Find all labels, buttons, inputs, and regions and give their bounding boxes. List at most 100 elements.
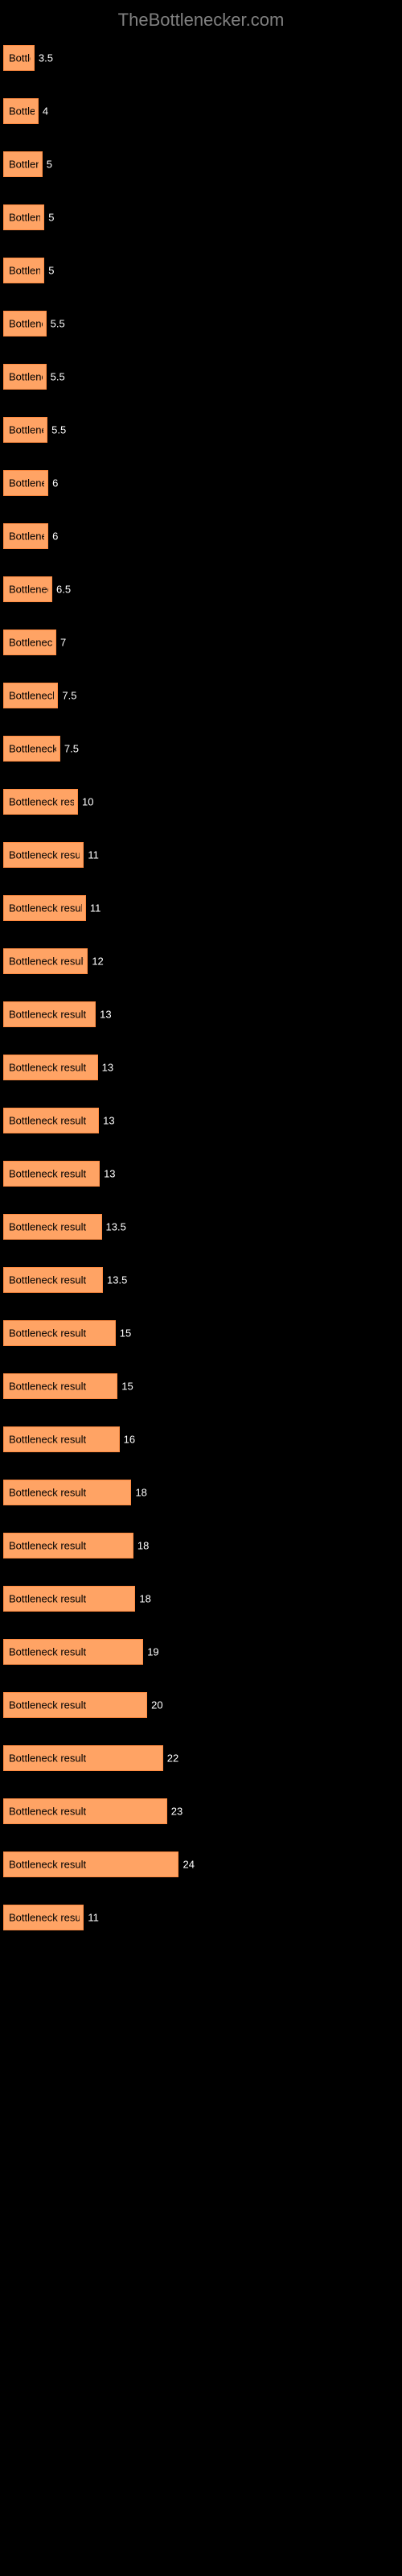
bar-text: Bottleneck result bbox=[9, 743, 56, 755]
bar-value: 23 bbox=[171, 1806, 183, 1818]
bar-row: Bottleneck result11 bbox=[3, 895, 399, 921]
bar-text: Bottleneck result bbox=[9, 584, 48, 596]
bar-text: Bottleneck result bbox=[9, 1806, 86, 1818]
bar-value: 7 bbox=[60, 637, 66, 649]
chart-container: Bottleneck result 3.5 Bottleneck result4 Bo… bbox=[0, 45, 402, 1930]
bar: Bottleneck result11 bbox=[3, 895, 86, 921]
bar-row: Bottleneck result13 bbox=[3, 1001, 399, 1027]
bar-value: 5.5 bbox=[51, 424, 66, 436]
bar-row: Bottleneck result 7 bbox=[3, 630, 399, 655]
bar-text: Bottleneck result bbox=[9, 1168, 86, 1180]
bar-value: 5.5 bbox=[51, 371, 65, 383]
bar-row: Bottleneck result 13 bbox=[3, 1108, 399, 1133]
bar-text: Bottleneck result bbox=[9, 637, 52, 649]
bar: Bottleneck result5.5 bbox=[3, 364, 47, 390]
bar-wrapper: Bottleneck result18 bbox=[3, 1586, 399, 1612]
bar: Bottleneck result12 bbox=[3, 948, 88, 974]
bar-wrapper: Bottleneck result13.5 bbox=[3, 1214, 399, 1240]
bar: Bottleneck result20 bbox=[3, 1692, 147, 1718]
bar: Bottleneck result7 bbox=[3, 630, 56, 655]
bar-text: Bottleneck result bbox=[9, 530, 44, 543]
bar: Bottleneck result5 bbox=[3, 151, 43, 177]
bar-text: Bottleneck result bbox=[9, 1699, 86, 1711]
bar-text: Bottleneck result bbox=[9, 318, 43, 330]
bar-wrapper: Bottleneck result22 bbox=[3, 1745, 399, 1771]
bar-row: Bottleneck result7.5 bbox=[3, 683, 399, 708]
bar-value: 13.5 bbox=[107, 1274, 127, 1286]
bar-row: Bottleneck result 3.5 bbox=[3, 45, 399, 71]
bar-value: 3.5 bbox=[39, 52, 53, 64]
bar-wrapper: Bottleneck result15 bbox=[3, 1320, 399, 1346]
bar-text: Bottleneck result bbox=[9, 424, 43, 436]
bar: Bottleneck result5 bbox=[3, 258, 44, 283]
bar-value: 11 bbox=[88, 849, 99, 861]
bar-row: Bottleneck result 15 bbox=[3, 1373, 399, 1399]
bar-row: Bottleneck result5 bbox=[3, 258, 399, 283]
bar: Bottleneck result11 bbox=[3, 842, 84, 868]
bar-row: Bottleneck result 6 bbox=[3, 470, 399, 496]
bar-text: Bottleneck result bbox=[9, 1381, 86, 1393]
bar-row: Bottleneck result18 bbox=[3, 1586, 399, 1612]
bar-text: Bottleneck result bbox=[9, 956, 84, 968]
bar-value: 13 bbox=[103, 1115, 114, 1127]
bar-wrapper: Bottleneck result 5.5 bbox=[3, 364, 399, 390]
bar-value: 11 bbox=[88, 1912, 99, 1924]
bar-value: 15 bbox=[121, 1381, 133, 1393]
bar-value: 6 bbox=[52, 477, 58, 489]
bar-row: Bottleneck result18 bbox=[3, 1533, 399, 1558]
bar-wrapper: Bottleneck result 23 bbox=[3, 1798, 399, 1824]
bar-wrapper: Bottleneck result 13.5 bbox=[3, 1267, 399, 1293]
bar: Bottleneck result13 bbox=[3, 1055, 98, 1080]
bar-value: 5 bbox=[48, 212, 54, 224]
bar: Bottleneck result18 bbox=[3, 1586, 135, 1612]
bar-value: 13 bbox=[102, 1062, 113, 1074]
bar: Bottleneck result18 bbox=[3, 1533, 133, 1558]
bar-value: 11 bbox=[90, 902, 101, 914]
bar-text: Bottleneck result bbox=[9, 1115, 86, 1127]
bar: Bottleneck result19 bbox=[3, 1639, 143, 1665]
page-header: TheBottlenecker.com bbox=[0, 0, 402, 40]
bar-row: Bottleneck result5 bbox=[3, 204, 399, 230]
bar-value: 15 bbox=[120, 1327, 131, 1340]
bar-row: Bottleneck result11 bbox=[3, 1905, 399, 1930]
bar-text: Bottleneck result bbox=[9, 796, 74, 808]
bar-wrapper: Bottleneck result16 bbox=[3, 1426, 399, 1452]
bar-row: Bottleneck result 12 bbox=[3, 948, 399, 974]
bar-text: Bottleneck result bbox=[9, 1009, 86, 1021]
bar-text: Bottleneck result bbox=[9, 52, 31, 64]
bar-wrapper: Bottleneck result 5.5 bbox=[3, 417, 399, 443]
bar-text: Bottleneck result bbox=[9, 1221, 86, 1233]
bar-value: 12 bbox=[92, 956, 103, 968]
site-title: TheBottlenecker.com bbox=[118, 10, 285, 30]
bar-value: 10 bbox=[82, 796, 93, 808]
bar-wrapper: Bottleneck result 13 bbox=[3, 1108, 399, 1133]
bar: Bottleneck result22 bbox=[3, 1745, 163, 1771]
bar-wrapper: Bottleneck result13 bbox=[3, 1055, 399, 1080]
bar-row: Bottleneck result 5.5 bbox=[3, 311, 399, 336]
bar-row: Bottleneck result13 bbox=[3, 1055, 399, 1080]
bar-text: Bottleneck result bbox=[9, 1274, 86, 1286]
bar-text: Bottleneck result bbox=[9, 1859, 86, 1871]
bar-row: Bottleneck result13 bbox=[3, 1161, 399, 1187]
bar-text: Bottleneck result bbox=[9, 371, 43, 383]
bar-text: Bottleneck result bbox=[9, 159, 39, 171]
bar-value: 5 bbox=[48, 265, 54, 277]
bar-text: Bottleneck result bbox=[9, 690, 54, 702]
bar: Bottleneck result11 bbox=[3, 1905, 84, 1930]
bar-wrapper: Bottleneck result 12 bbox=[3, 948, 399, 974]
bar: Bottleneck result5 bbox=[3, 204, 44, 230]
bar-value: 18 bbox=[137, 1540, 149, 1552]
bar-wrapper: Bottleneck result 5 bbox=[3, 151, 399, 177]
bar-value: 5.5 bbox=[51, 318, 65, 330]
bar-text: Bottleneck result bbox=[9, 477, 44, 489]
bar-wrapper: Bottleneck result24 bbox=[3, 1852, 399, 1877]
bar-row: Bottleneck result4 bbox=[3, 98, 399, 124]
bar-value: 7.5 bbox=[64, 743, 79, 755]
bar-text: Bottleneck result bbox=[9, 1752, 86, 1765]
bar-row: Bottleneck result 5.5 bbox=[3, 364, 399, 390]
bar-value: 5 bbox=[47, 159, 52, 171]
bar-wrapper: Bottleneck result20 bbox=[3, 1692, 399, 1718]
bar-row: Bottleneck result 6.5 bbox=[3, 576, 399, 602]
bar-value: 6.5 bbox=[56, 584, 71, 596]
bar-row: Bottleneck result6 bbox=[3, 523, 399, 549]
